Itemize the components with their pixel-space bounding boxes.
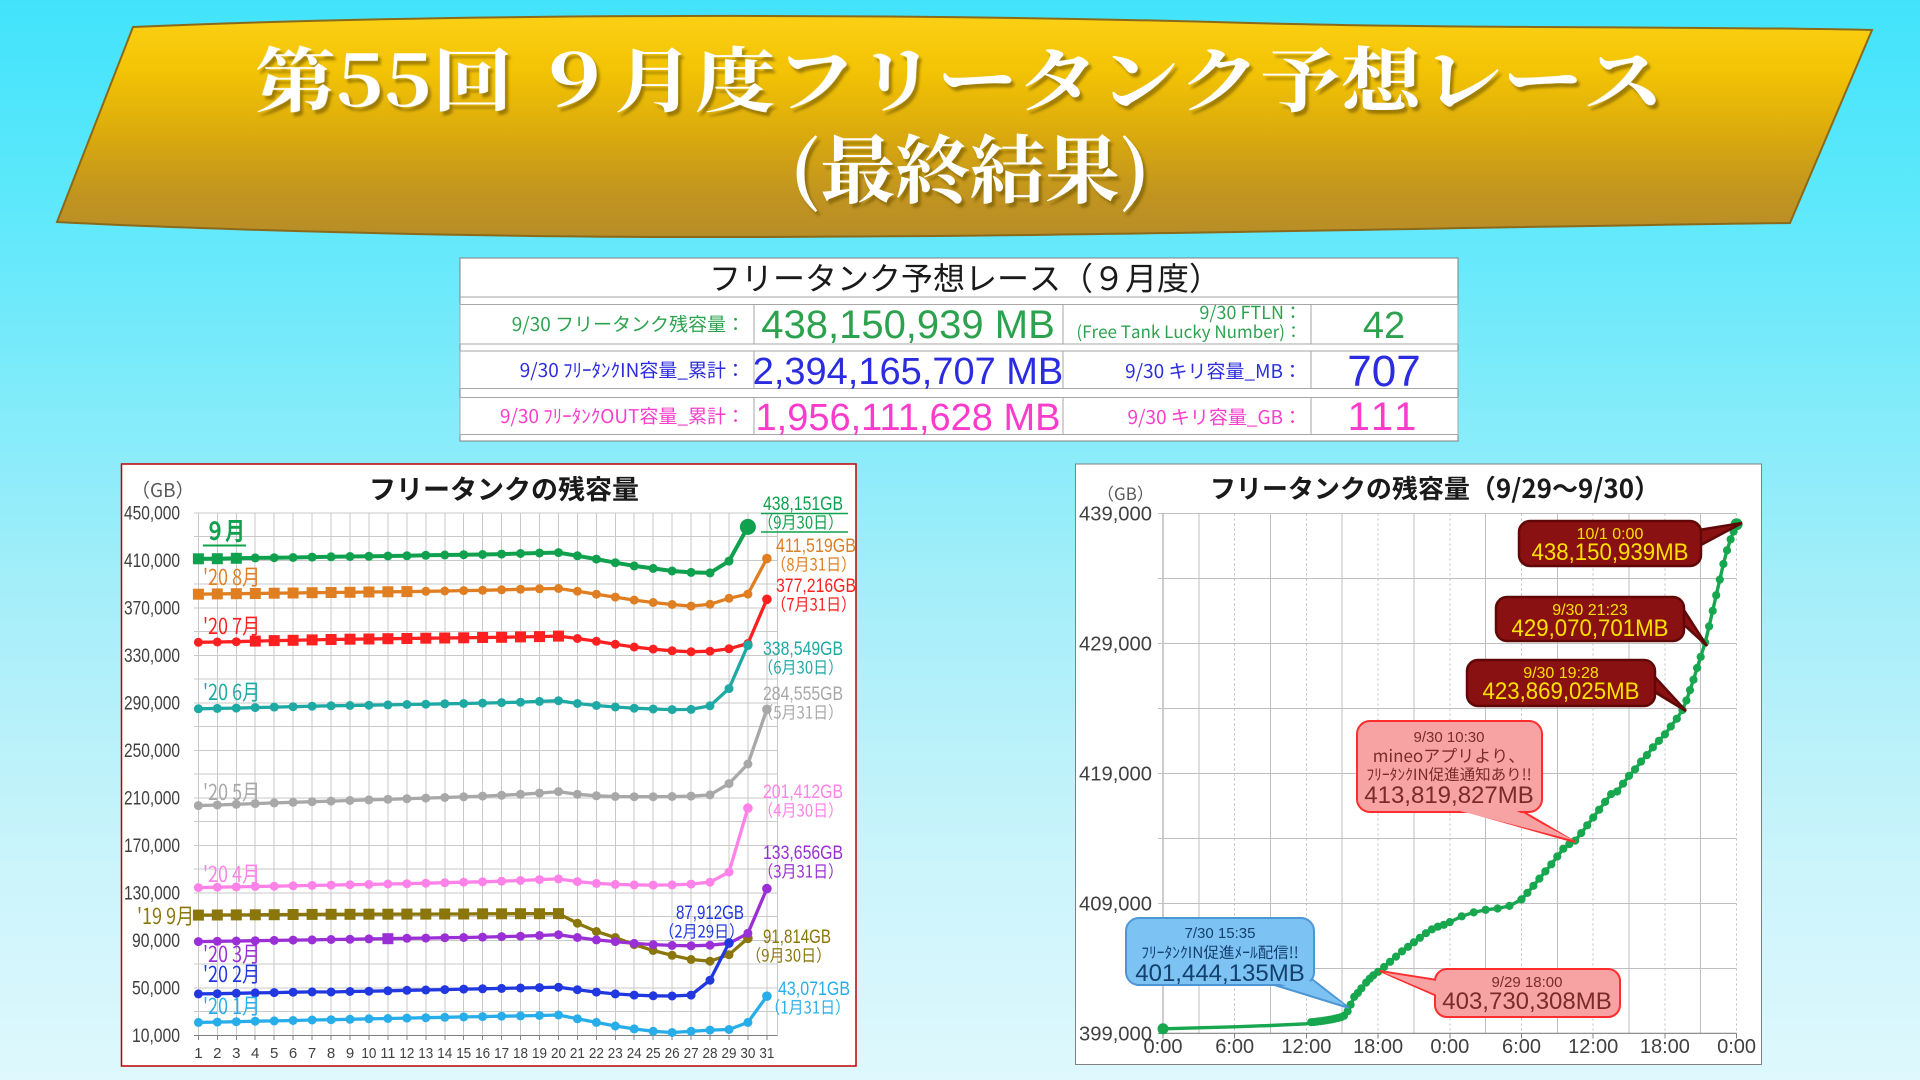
- svg-text:4: 4: [251, 1045, 259, 1062]
- svg-text:6: 6: [289, 1045, 297, 1062]
- svg-text:290,000: 290,000: [124, 693, 180, 714]
- svg-text:18:00: 18:00: [1640, 1036, 1690, 1058]
- svg-text:29: 29: [722, 1045, 737, 1062]
- svg-text:30: 30: [740, 1045, 755, 1062]
- svg-text:1,956,111,628 MB: 1,956,111,628 MB: [756, 397, 1061, 439]
- svg-text:15: 15: [456, 1045, 471, 1062]
- svg-text:401,444,135MB: 401,444,135MB: [1135, 960, 1304, 987]
- svg-text:210,000: 210,000: [124, 788, 180, 809]
- svg-text:18: 18: [513, 1045, 528, 1062]
- svg-text:330,000: 330,000: [124, 646, 180, 667]
- svg-text:10,000: 10,000: [132, 1026, 180, 1047]
- svg-text:9/30 10:30: 9/30 10:30: [1414, 729, 1485, 746]
- svg-text:409,000: 409,000: [1079, 893, 1152, 915]
- svg-text:9/30 21:23: 9/30 21:23: [1552, 602, 1628, 619]
- svg-text:28: 28: [703, 1045, 718, 1062]
- svg-text:338,549GB: 338,549GB: [763, 639, 843, 660]
- svg-text:22: 22: [589, 1045, 604, 1062]
- svg-text:429,000: 429,000: [1079, 633, 1152, 655]
- svg-text:16: 16: [475, 1045, 490, 1062]
- svg-text:12:00: 12:00: [1568, 1036, 1618, 1058]
- svg-text:439,000: 439,000: [1079, 503, 1152, 525]
- svg-text:7: 7: [308, 1045, 316, 1062]
- svg-text:31: 31: [759, 1045, 774, 1062]
- svg-text:17: 17: [494, 1045, 509, 1062]
- svg-text:90,000: 90,000: [132, 931, 180, 952]
- svg-text:23: 23: [608, 1045, 623, 1062]
- svg-text:42: 42: [1363, 305, 1405, 347]
- svg-text:6:00: 6:00: [1215, 1036, 1254, 1058]
- svg-text:438,151GB: 438,151GB: [763, 494, 843, 515]
- svg-text:10: 10: [361, 1045, 376, 1062]
- svg-text:130,000: 130,000: [124, 883, 180, 904]
- svg-text:0:00: 0:00: [1144, 1036, 1183, 1058]
- svg-text:9/30 19:28: 9/30 19:28: [1523, 665, 1599, 682]
- svg-text:8: 8: [327, 1045, 335, 1062]
- svg-text:707: 707: [1347, 347, 1420, 396]
- svg-text:170,000: 170,000: [124, 836, 180, 857]
- svg-text:419,000: 419,000: [1079, 763, 1152, 785]
- svg-text:411,519GB: 411,519GB: [776, 536, 856, 557]
- svg-text:370,000: 370,000: [124, 598, 180, 619]
- svg-text:7/30 15:35: 7/30 15:35: [1185, 925, 1256, 942]
- svg-text:10/1 0:00: 10/1 0:00: [1577, 526, 1644, 543]
- svg-text:11: 11: [380, 1045, 395, 1062]
- svg-text:284,555GB: 284,555GB: [763, 684, 843, 705]
- svg-text:14: 14: [437, 1045, 452, 1062]
- svg-text:25: 25: [646, 1045, 661, 1062]
- svg-text:3: 3: [232, 1045, 240, 1062]
- svg-text:9: 9: [346, 1045, 354, 1062]
- svg-text:403,730,308MB: 403,730,308MB: [1442, 988, 1611, 1015]
- svg-text:413,819,827MB: 413,819,827MB: [1364, 782, 1533, 809]
- svg-text:450,000: 450,000: [124, 503, 180, 524]
- svg-text:5: 5: [270, 1045, 278, 1062]
- svg-text:91,814GB: 91,814GB: [763, 927, 831, 948]
- svg-text:0:00: 0:00: [1717, 1036, 1756, 1058]
- svg-text:12:00: 12:00: [1281, 1036, 1331, 1058]
- svg-text:43,071GB: 43,071GB: [778, 979, 850, 1000]
- svg-text:24: 24: [627, 1045, 642, 1062]
- svg-text:0:00: 0:00: [1430, 1036, 1469, 1058]
- svg-text:19: 19: [532, 1045, 547, 1062]
- svg-text:429,070,701MB: 429,070,701MB: [1512, 615, 1669, 642]
- svg-text:399,000: 399,000: [1079, 1023, 1152, 1045]
- svg-text:1: 1: [194, 1045, 202, 1062]
- svg-text:410,000: 410,000: [124, 551, 180, 572]
- svg-text:12: 12: [399, 1045, 414, 1062]
- svg-text:20: 20: [551, 1045, 566, 1062]
- svg-text:26: 26: [665, 1045, 680, 1062]
- svg-text:2: 2: [213, 1045, 221, 1062]
- svg-text:2,394,165,707 MB: 2,394,165,707 MB: [753, 351, 1064, 393]
- svg-text:377,216GB: 377,216GB: [776, 576, 856, 597]
- svg-text:133,656GB: 133,656GB: [763, 843, 843, 864]
- svg-text:250,000: 250,000: [124, 741, 180, 762]
- svg-text:438,150,939MB: 438,150,939MB: [1532, 539, 1689, 566]
- svg-text:13: 13: [418, 1045, 433, 1062]
- svg-text:9/29 18:00: 9/29 18:00: [1492, 974, 1563, 991]
- svg-text:21: 21: [570, 1045, 585, 1062]
- svg-text:201,412GB: 201,412GB: [763, 782, 843, 803]
- svg-text:6:00: 6:00: [1502, 1036, 1541, 1058]
- svg-text:438,150,939 MB: 438,150,939 MB: [761, 303, 1055, 347]
- svg-text:87,912GB: 87,912GB: [676, 903, 744, 924]
- svg-text:423,869,025MB: 423,869,025MB: [1483, 678, 1640, 705]
- svg-text:111: 111: [1348, 395, 1421, 439]
- svg-text:27: 27: [684, 1045, 699, 1062]
- svg-text:18:00: 18:00: [1353, 1036, 1403, 1058]
- svg-text:50,000: 50,000: [132, 979, 180, 1000]
